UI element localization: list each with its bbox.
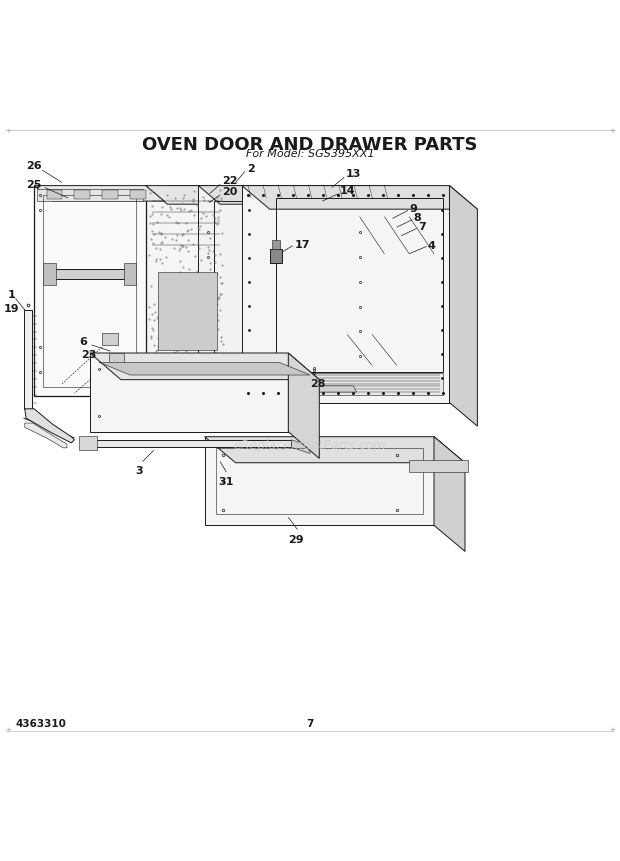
Text: +: + [609,128,615,134]
Text: For Model: SGS395XX1: For Model: SGS395XX1 [246,149,374,159]
Text: 2: 2 [247,164,255,174]
Polygon shape [108,353,124,365]
Polygon shape [198,186,369,396]
Polygon shape [409,460,468,472]
Polygon shape [37,189,143,201]
Polygon shape [288,353,319,458]
Polygon shape [450,186,477,426]
Polygon shape [102,190,118,199]
Text: 23: 23 [81,350,96,360]
Polygon shape [25,409,74,443]
Polygon shape [146,186,248,204]
Polygon shape [242,186,450,403]
Polygon shape [276,373,443,394]
Text: 1: 1 [7,290,15,300]
Text: 26: 26 [26,161,42,170]
Text: 19: 19 [3,304,19,314]
Text: 8: 8 [414,213,422,223]
Text: 13: 13 [346,170,361,179]
Polygon shape [24,310,32,409]
Text: 7: 7 [418,221,426,232]
Text: 14: 14 [340,186,355,195]
Text: 7: 7 [306,719,314,729]
Text: 29: 29 [288,535,304,545]
Polygon shape [205,437,434,525]
Text: eReplacementParts.com: eReplacementParts.com [234,439,386,452]
Text: +: + [609,727,615,733]
Polygon shape [242,186,477,209]
Polygon shape [90,353,319,380]
Text: 4: 4 [428,241,436,251]
Text: 22: 22 [222,176,237,186]
Polygon shape [198,186,391,204]
Polygon shape [434,437,465,551]
Polygon shape [34,186,146,396]
Polygon shape [79,436,97,450]
Text: +: + [5,727,11,733]
Polygon shape [25,423,67,448]
Text: 20: 20 [222,187,237,197]
Text: 25: 25 [27,180,42,190]
Polygon shape [43,263,56,285]
Polygon shape [291,440,310,454]
Polygon shape [158,272,217,350]
Polygon shape [84,440,291,447]
Text: 3: 3 [136,466,143,476]
Polygon shape [130,190,146,199]
Polygon shape [272,239,280,249]
Polygon shape [46,269,133,279]
Text: 9: 9 [409,203,417,214]
Polygon shape [205,437,465,462]
Text: OVEN DOOR AND DRAWER PARTS: OVEN DOOR AND DRAWER PARTS [142,136,478,153]
Polygon shape [99,362,310,375]
Polygon shape [102,332,118,345]
Polygon shape [270,249,282,263]
Polygon shape [276,386,356,392]
Text: 4363310: 4363310 [16,719,66,729]
Text: 17: 17 [294,239,310,250]
Polygon shape [46,190,62,199]
Text: +: + [5,128,11,134]
Polygon shape [146,186,226,396]
Text: 31: 31 [219,477,234,487]
Text: 6: 6 [79,338,87,348]
Polygon shape [74,190,90,199]
Polygon shape [90,353,288,431]
Text: 28: 28 [310,379,326,389]
Polygon shape [124,263,136,285]
Polygon shape [34,186,164,201]
